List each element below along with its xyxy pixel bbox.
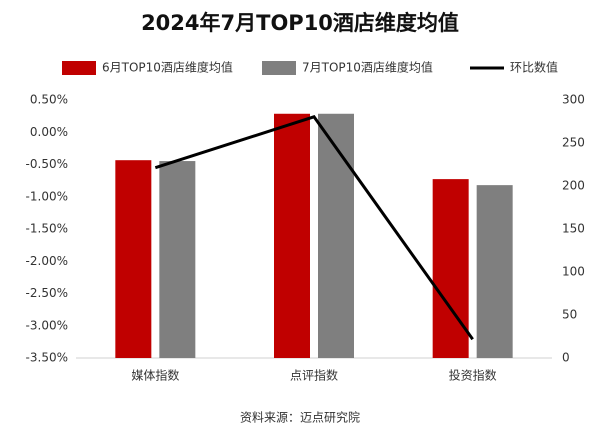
y-tick-label: 0.00% — [30, 125, 68, 139]
bar — [159, 161, 196, 358]
y2-tick-label: 200 — [562, 179, 585, 193]
y2-tick-label: 0 — [562, 351, 570, 365]
bar — [432, 179, 469, 358]
y2-tick-label: 50 — [562, 308, 577, 322]
bar — [476, 185, 513, 358]
legend-swatch — [62, 61, 96, 75]
y-tick-label: -2.50% — [26, 286, 68, 300]
x-tick-label: 媒体指数 — [131, 368, 179, 383]
x-tick-label: 点评指数 — [290, 368, 338, 383]
y-tick-label: -2.00% — [26, 254, 68, 268]
line — [154, 115, 474, 341]
bar — [274, 113, 310, 358]
y2-tick-label: 100 — [562, 265, 585, 279]
y-tick-label: -1.50% — [26, 222, 68, 236]
legend-label: 6月TOP10酒店维度均值 — [102, 60, 233, 75]
y-tick-label: -0.50% — [26, 157, 68, 171]
source-note: 资料来源：迈点研究院 — [240, 410, 360, 425]
y2-tick-label: 300 — [562, 93, 585, 107]
y-tick-label: -1.00% — [26, 189, 68, 203]
legend-swatch — [262, 61, 296, 75]
y2-tick-label: 150 — [562, 222, 585, 236]
y-tick-label: -3.00% — [26, 318, 68, 332]
bar — [115, 160, 152, 358]
y-tick-label: 0.50% — [30, 93, 68, 107]
chart-title: 2024年7月TOP10酒店维度均值 — [141, 11, 459, 35]
bar — [318, 113, 354, 358]
legend-label: 环比数值 — [510, 60, 558, 75]
legend-label: 7月TOP10酒店维度均值 — [302, 60, 433, 75]
x-tick-label: 投资指数 — [449, 368, 497, 383]
y2-tick-label: 250 — [562, 136, 585, 150]
y-tick-label: -3.50% — [26, 351, 68, 365]
